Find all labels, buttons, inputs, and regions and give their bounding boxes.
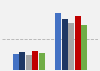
Bar — [68, 23, 74, 70]
Bar — [32, 51, 39, 70]
Bar — [75, 16, 81, 70]
Bar — [39, 53, 45, 70]
Bar — [62, 19, 68, 70]
Bar — [19, 52, 25, 70]
Bar — [81, 25, 87, 70]
Bar — [26, 55, 32, 70]
Bar — [55, 13, 61, 70]
Bar — [13, 54, 19, 70]
